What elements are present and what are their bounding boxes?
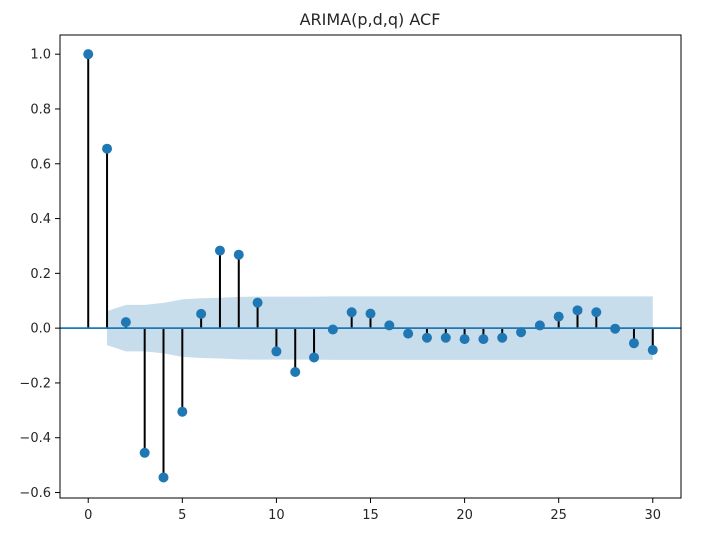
point-lag-23 — [516, 327, 527, 338]
point-lag-0 — [83, 49, 94, 60]
y-tick-label: 0.0 — [30, 322, 51, 337]
y-tick-label: −0.2 — [19, 376, 51, 391]
x-tick-label: 15 — [362, 508, 379, 523]
point-lag-8 — [233, 249, 244, 260]
y-tick-label: 0.4 — [30, 212, 51, 227]
x-tick-label: 5 — [178, 508, 186, 523]
point-lag-6 — [196, 308, 207, 319]
x-tick-label: 30 — [644, 508, 661, 523]
point-lag-14 — [346, 307, 357, 318]
point-lag-13 — [327, 324, 338, 335]
point-lag-7 — [214, 245, 225, 256]
point-lag-11 — [290, 366, 301, 377]
point-lag-1 — [102, 143, 113, 154]
point-lag-5 — [177, 406, 188, 417]
x-tick-label: 25 — [550, 508, 567, 523]
plot-area — [60, 49, 681, 483]
point-lag-2 — [120, 317, 131, 328]
point-lag-15 — [365, 308, 376, 319]
point-lag-30 — [647, 345, 658, 356]
y-tick-label: 0.8 — [30, 102, 51, 117]
chart-title: ARIMA(p,d,q) ACF — [300, 10, 441, 29]
x-tick-label: 0 — [84, 508, 92, 523]
point-lag-25 — [553, 311, 564, 322]
point-lag-19 — [440, 332, 451, 343]
point-lag-18 — [421, 332, 432, 343]
axes: 0 5 10 15 20 25 30 −0.6 −0.4 −0.2 0.0 0.2 0.4 0.6 0.8 1… — [19, 34, 682, 523]
point-lag-16 — [384, 320, 395, 331]
y-tick-label: 0.2 — [30, 267, 51, 282]
y-tick-label: −0.4 — [19, 431, 51, 446]
plot-frame — [59, 34, 682, 499]
point-lag-24 — [534, 320, 545, 331]
y-tick-label: 0.6 — [30, 157, 51, 172]
point-lag-10 — [271, 346, 282, 357]
point-lag-26 — [572, 305, 583, 316]
y-tick-label: −0.6 — [19, 486, 51, 501]
point-lag-4 — [158, 472, 169, 483]
point-lag-3 — [139, 447, 150, 458]
y-tick-label: 1.0 — [30, 48, 51, 63]
x-tick-label: 10 — [268, 508, 285, 523]
point-lag-20 — [459, 334, 470, 345]
point-lag-27 — [591, 307, 602, 318]
point-lag-21 — [478, 334, 489, 345]
point-lag-28 — [610, 323, 621, 334]
point-lag-17 — [403, 328, 414, 339]
point-lag-12 — [309, 352, 320, 363]
x-tick-label: 20 — [456, 508, 473, 523]
point-lag-29 — [628, 338, 639, 349]
point-lag-22 — [497, 332, 508, 343]
point-lag-9 — [252, 297, 263, 308]
